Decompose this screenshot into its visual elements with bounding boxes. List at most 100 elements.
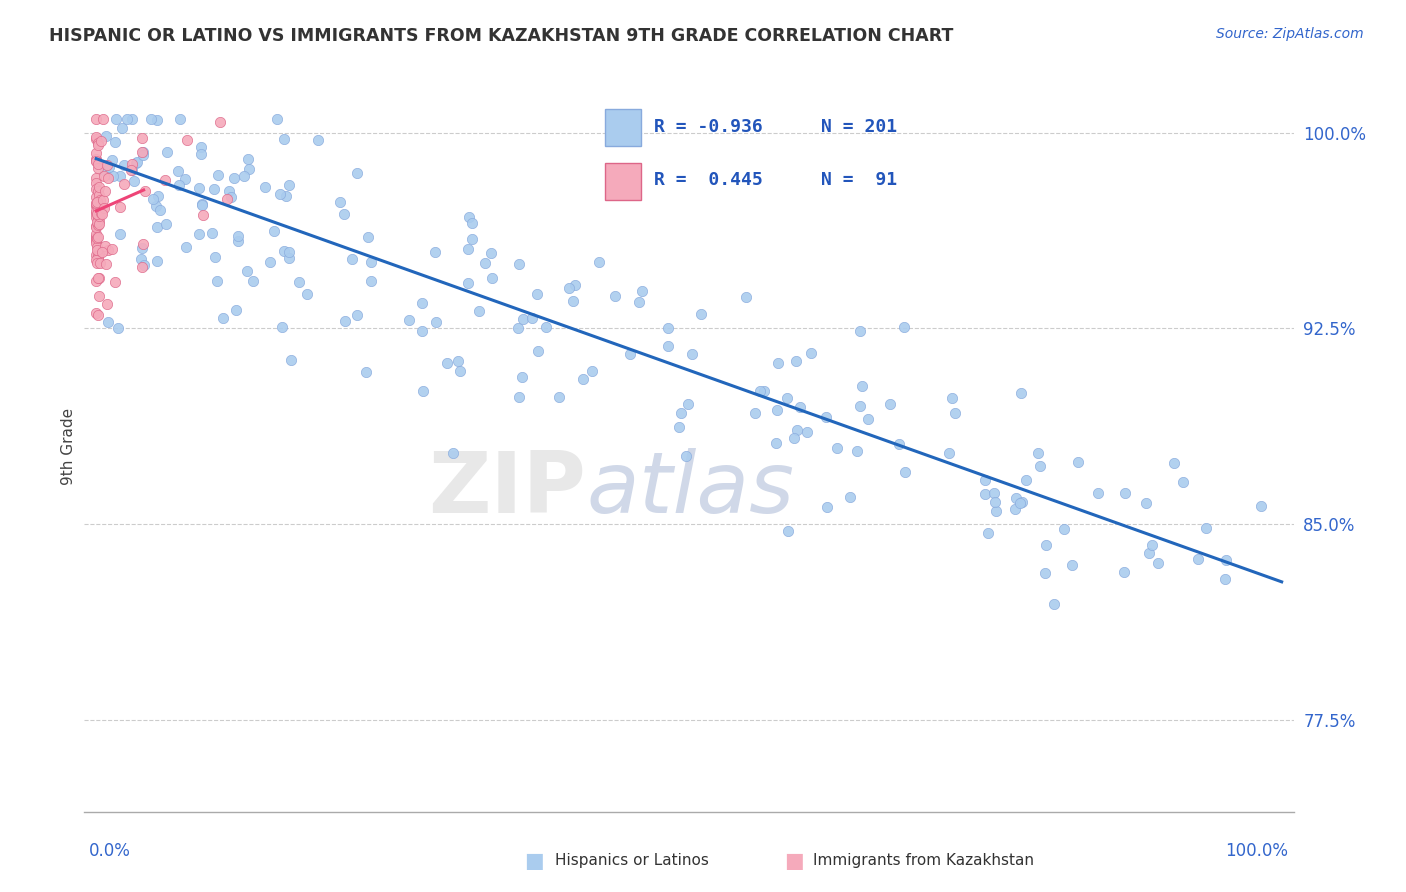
Point [146, 254, 169, 268]
Point [90, 135, 112, 149]
Point [474, 256, 496, 270]
Text: 0.0%: 0.0% [89, 842, 131, 860]
Point [1033, 566, 1056, 580]
Point [131, 260, 153, 274]
Point [87, 289, 110, 303]
Point [87, 209, 110, 223]
Point [1015, 473, 1038, 487]
Point [846, 443, 869, 458]
Point [1029, 458, 1052, 473]
Point [457, 242, 479, 256]
Point [188, 227, 211, 242]
Point [110, 227, 132, 241]
Point [783, 431, 806, 445]
Point [87, 217, 110, 231]
Point [263, 224, 285, 238]
Point [84, 131, 107, 145]
Point [274, 189, 297, 203]
Point [973, 487, 995, 501]
Point [191, 197, 214, 211]
Point [87, 249, 110, 263]
Point [91, 193, 114, 207]
Point [105, 112, 128, 127]
Point [86, 215, 108, 229]
Point [849, 399, 872, 413]
Point [941, 391, 963, 405]
Point [786, 423, 808, 437]
Point [766, 403, 789, 417]
Point [84, 248, 107, 262]
Point [100, 242, 122, 256]
Point [526, 286, 548, 301]
Point [132, 148, 155, 162]
Point [84, 219, 107, 233]
Point [984, 504, 1007, 518]
Point [412, 384, 434, 398]
Point [87, 308, 110, 322]
Point [84, 190, 107, 204]
Point [342, 252, 364, 266]
Point [232, 169, 254, 183]
Point [169, 112, 191, 127]
Point [86, 230, 108, 244]
Point [87, 271, 110, 285]
Point [224, 170, 246, 185]
Point [768, 356, 790, 370]
Point [1137, 546, 1160, 560]
Point [562, 294, 585, 309]
Point [467, 303, 489, 318]
Point [84, 112, 107, 127]
Point [93, 201, 115, 215]
Point [91, 206, 114, 220]
Point [1067, 455, 1090, 469]
Point [481, 271, 503, 285]
Point [1135, 496, 1157, 510]
Point [879, 397, 901, 411]
Text: Immigrants from Kazakhstan: Immigrants from Kazakhstan [813, 854, 1033, 868]
Point [84, 182, 107, 196]
Point [253, 180, 276, 194]
Point [174, 171, 197, 186]
Point [190, 139, 212, 153]
Point [84, 146, 107, 161]
Point [112, 158, 135, 172]
Point [94, 184, 117, 198]
Point [425, 315, 447, 329]
Point [588, 255, 610, 269]
Point [657, 339, 679, 353]
Point [167, 178, 190, 192]
Point [142, 192, 165, 206]
Point [436, 356, 458, 370]
Point [131, 241, 153, 255]
Point [89, 256, 111, 270]
Point [605, 289, 627, 303]
Point [785, 354, 807, 368]
Point [796, 425, 818, 440]
Point [86, 195, 108, 210]
Point [155, 217, 177, 231]
Point [122, 174, 145, 188]
Point [547, 390, 569, 404]
Point [398, 313, 420, 327]
Point [121, 112, 143, 127]
Point [893, 320, 915, 334]
Point [527, 343, 550, 358]
Point [307, 133, 329, 147]
Point [1112, 566, 1135, 580]
Point [479, 245, 502, 260]
Point [208, 115, 231, 129]
Point [218, 184, 240, 198]
Point [176, 132, 198, 146]
Point [84, 199, 107, 213]
Point [1250, 499, 1272, 513]
Point [84, 210, 107, 224]
Point [91, 112, 114, 127]
Point [114, 177, 136, 191]
Point [97, 243, 120, 257]
Point [84, 153, 107, 167]
Point [101, 169, 124, 183]
Point [242, 274, 264, 288]
Point [121, 163, 143, 178]
Point [1035, 538, 1057, 552]
Point [145, 112, 167, 127]
